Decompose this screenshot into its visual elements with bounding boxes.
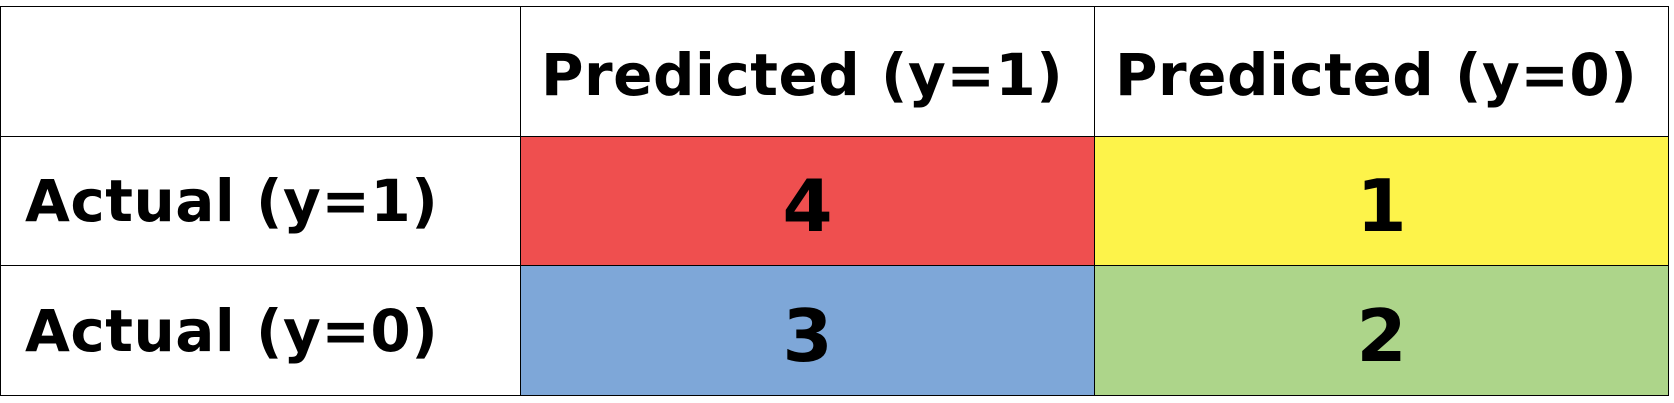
header-row: Predicted (y=1) Predicted (y=0) bbox=[0, 6, 1669, 137]
matrix-row-actual-1: Actual (y=1) 4 1 bbox=[0, 136, 1669, 266]
matrix-row-actual-0: Actual (y=0) 3 2 bbox=[0, 265, 1669, 396]
cell-false-positive: 3 bbox=[520, 265, 1095, 396]
row-header-actual-0: Actual (y=0) bbox=[0, 265, 521, 396]
cell-true-positive: 4 bbox=[520, 136, 1095, 266]
column-header-predicted-1: Predicted (y=1) bbox=[520, 6, 1095, 137]
confusion-matrix: Predicted (y=1) Predicted (y=0) Actual (… bbox=[0, 6, 1669, 396]
column-header-predicted-0: Predicted (y=0) bbox=[1094, 6, 1669, 137]
cell-false-negative: 1 bbox=[1094, 136, 1669, 266]
corner-cell bbox=[0, 6, 521, 137]
cell-true-negative: 2 bbox=[1094, 265, 1669, 396]
row-header-actual-1: Actual (y=1) bbox=[0, 136, 521, 266]
